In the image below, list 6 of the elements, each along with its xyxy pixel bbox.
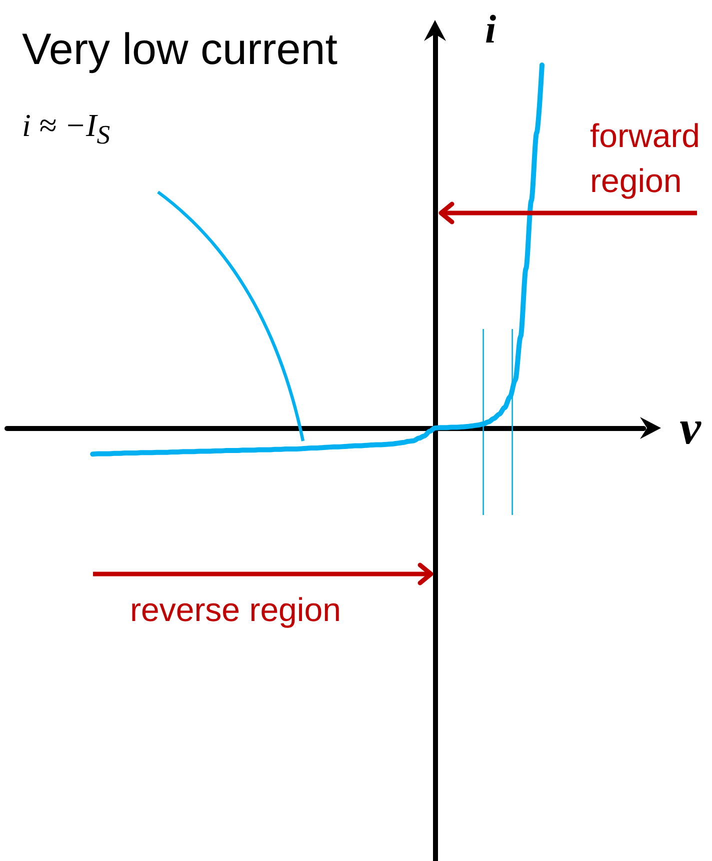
x-axis-title: v: [680, 402, 702, 454]
annotation: i ≈ −I$_{S}$: [22, 107, 110, 150]
annotation: Very low current: [22, 25, 338, 74]
annotation: forward region: [590, 116, 702, 201]
y-axis-title: i: [485, 6, 496, 52]
text: reverse region: [130, 591, 341, 628]
